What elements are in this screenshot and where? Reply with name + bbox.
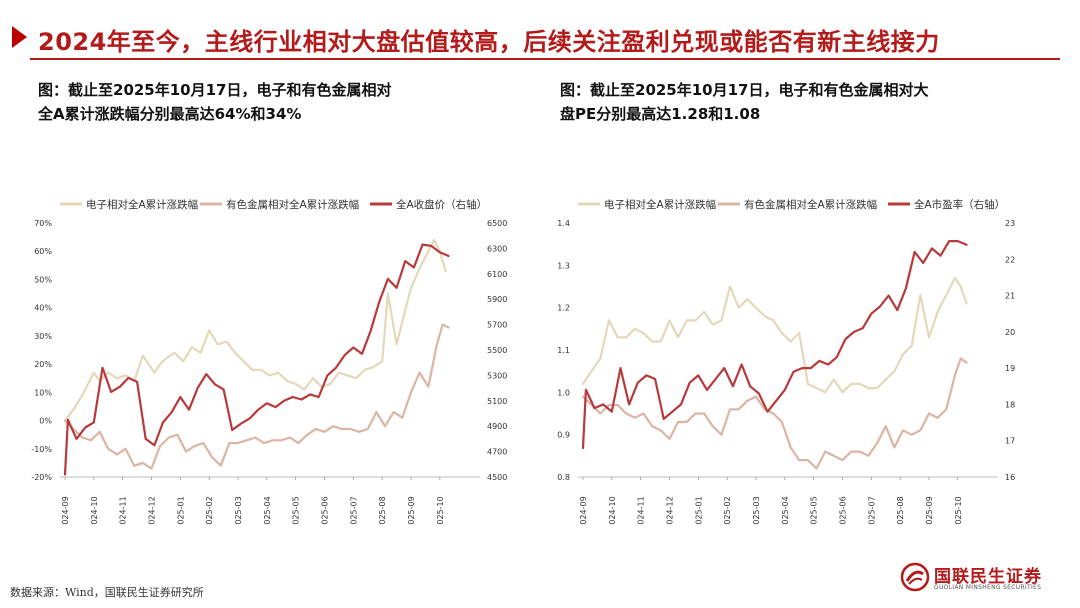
series-line — [63, 323, 450, 470]
y-right-tick-label: 4500 — [487, 473, 507, 482]
y-left-tick-label: 70% — [34, 219, 52, 228]
y-left-tick-label: 20% — [34, 360, 52, 369]
right-chart: 电子相对全A累计涨跌幅 有色金属相对全A累计涨跌幅 全A市盈率（右轴） 0.8 0.9 1… — [557, 198, 1015, 525]
y-left-tick-label: 10% — [34, 388, 52, 397]
y-left-tick-label: 60% — [34, 247, 52, 256]
series-line — [63, 243, 450, 476]
y-right-tick-label: 19 — [1005, 364, 1015, 373]
legend-label: 电子相对全A累计涨跌幅 — [86, 198, 198, 211]
title-divider — [30, 58, 1060, 60]
y-left-tick-label: 50% — [34, 275, 52, 284]
y-right-tick-label: 18 — [1005, 400, 1015, 409]
x-tick-label: 2025-07 — [867, 496, 876, 525]
x-tick-label: 2025-05 — [292, 496, 301, 525]
x-tick-label: 2024-11 — [637, 496, 646, 525]
x-tick-label: 2025-06 — [320, 496, 329, 525]
y-left-tick-label: 30% — [34, 332, 52, 341]
x-tick-label: 2025-10 — [954, 496, 963, 525]
x-tick-label: 2025-09 — [407, 496, 416, 525]
x-tick-label: 2025-02 — [723, 496, 732, 525]
left-caption-line1: 图：截止至2025年10月17日，电子和有色金属相对 — [38, 81, 392, 99]
x-tick-label: 2024-09 — [579, 496, 588, 525]
y-right-tick-label: 17 — [1005, 437, 1015, 446]
y-left-tick-label: 40% — [34, 304, 52, 313]
x-tick-label: 2024-10 — [90, 496, 99, 525]
right-chart-caption: 图：截止至2025年10月17日，电子和有色金属相对大 盘PE分别最高达1.28… — [560, 78, 929, 126]
y-left-tick-label: 1.0 — [557, 388, 570, 397]
x-tick-label: 2025-05 — [810, 496, 819, 525]
y-left-tick-label: 1.4 — [557, 219, 570, 228]
logo-english-name: GUOLIAN MINSHENG SECURITIES — [934, 584, 1042, 591]
y-left-tick-label: -10% — [31, 445, 52, 454]
y-right-tick-label: 5300 — [487, 371, 507, 380]
x-tick-label: 2024-12 — [147, 496, 156, 525]
x-tick-label: 2024-10 — [608, 496, 617, 525]
legend-label: 全A市盈率（右轴） — [914, 198, 1005, 211]
x-tick-label: 2025-08 — [896, 496, 905, 525]
x-tick-label: 2025-02 — [205, 496, 214, 525]
y-right-tick-label: 4700 — [487, 448, 507, 457]
y-right-tick-label: 6500 — [487, 219, 507, 228]
x-tick-label: 2025-01 — [694, 496, 703, 525]
y-right-tick-label: 21 — [1005, 292, 1015, 301]
series-line — [581, 276, 968, 394]
legend-label: 全A收盘价（右轴） — [396, 198, 487, 211]
series-line — [581, 357, 968, 470]
y-right-tick-label: 6100 — [487, 270, 507, 279]
company-logo: 国联民生证券 GUOLIAN MINSHENG SECURITIES — [900, 562, 1050, 596]
y-right-tick-label: 5900 — [487, 295, 507, 304]
right-caption-line2: 盘PE分别最高达1.28和1.08 — [560, 105, 761, 123]
y-right-tick-label: 5500 — [487, 346, 507, 355]
left-caption-line2: 全A累计涨跌幅分别最高达64%和34% — [38, 105, 302, 123]
x-tick-label: 2025-07 — [349, 496, 358, 525]
right-caption-line1: 图：截止至2025年10月17日，电子和有色金属相对大 — [560, 81, 929, 99]
x-tick-label: 2025-06 — [838, 496, 847, 525]
data-source-note: 数据来源：Wind，国联民生证券研究所 — [10, 586, 204, 599]
y-left-tick-label: 1.2 — [557, 304, 570, 313]
y-left-tick-label: -20% — [31, 473, 52, 482]
left-chart-caption: 图：截止至2025年10月17日，电子和有色金属相对 全A累计涨跌幅分别最高达6… — [38, 78, 392, 126]
y-right-tick-label: 6300 — [487, 244, 507, 253]
y-right-tick-label: 20 — [1005, 328, 1015, 337]
x-tick-label: 2024-09 — [61, 496, 70, 525]
x-tick-label: 2024-11 — [119, 496, 128, 525]
y-right-tick-label: 22 — [1005, 255, 1015, 264]
series-line — [63, 238, 447, 422]
y-right-tick-label: 5700 — [487, 321, 507, 330]
left-chart: 电子相对全A累计涨跌幅 有色金属相对全A累计涨跌幅 全A收盘价（右轴） -20% -10… — [31, 198, 507, 525]
title-marker-icon — [12, 26, 27, 48]
x-tick-label: 2025-08 — [378, 496, 387, 525]
y-right-tick-label: 23 — [1005, 219, 1015, 228]
legend-label: 有色金属相对全A累计涨跌幅 — [226, 198, 359, 211]
x-tick-label: 2025-04 — [781, 496, 790, 525]
slide-header: 2024年至今，主线行业相对大盘估值较高，后续关注盈利兑现或能否有新主线接力 — [0, 16, 1080, 60]
logo-name: 国联民生证券 — [934, 567, 1042, 587]
y-right-tick-label: 5100 — [487, 397, 507, 406]
y-right-tick-label: 4900 — [487, 422, 507, 431]
legend-label: 电子相对全A累计涨跌幅 — [604, 198, 716, 211]
x-tick-label: 2025-01 — [176, 496, 185, 525]
logo-emblem-icon — [900, 562, 930, 592]
y-left-tick-label: 1.1 — [557, 346, 570, 355]
x-tick-label: 2025-03 — [234, 496, 243, 525]
x-tick-label: 2025-03 — [752, 496, 761, 525]
legend-label: 有色金属相对全A累计涨跌幅 — [744, 198, 877, 211]
series-line — [581, 239, 968, 450]
y-left-tick-label: 1.3 — [557, 261, 570, 270]
y-left-tick-label: 0.9 — [557, 431, 570, 440]
x-tick-label: 2025-09 — [925, 496, 934, 525]
y-left-tick-label: 0% — [39, 417, 52, 426]
x-tick-label: 2025-10 — [436, 496, 445, 525]
slide-title: 2024年至今，主线行业相对大盘估值较高，后续关注盈利兑现或能否有新主线接力 — [38, 28, 940, 56]
x-tick-label: 2025-04 — [263, 496, 272, 525]
y-left-tick-label: 0.8 — [557, 473, 570, 482]
x-tick-label: 2024-12 — [665, 496, 674, 525]
y-right-tick-label: 16 — [1005, 473, 1015, 482]
